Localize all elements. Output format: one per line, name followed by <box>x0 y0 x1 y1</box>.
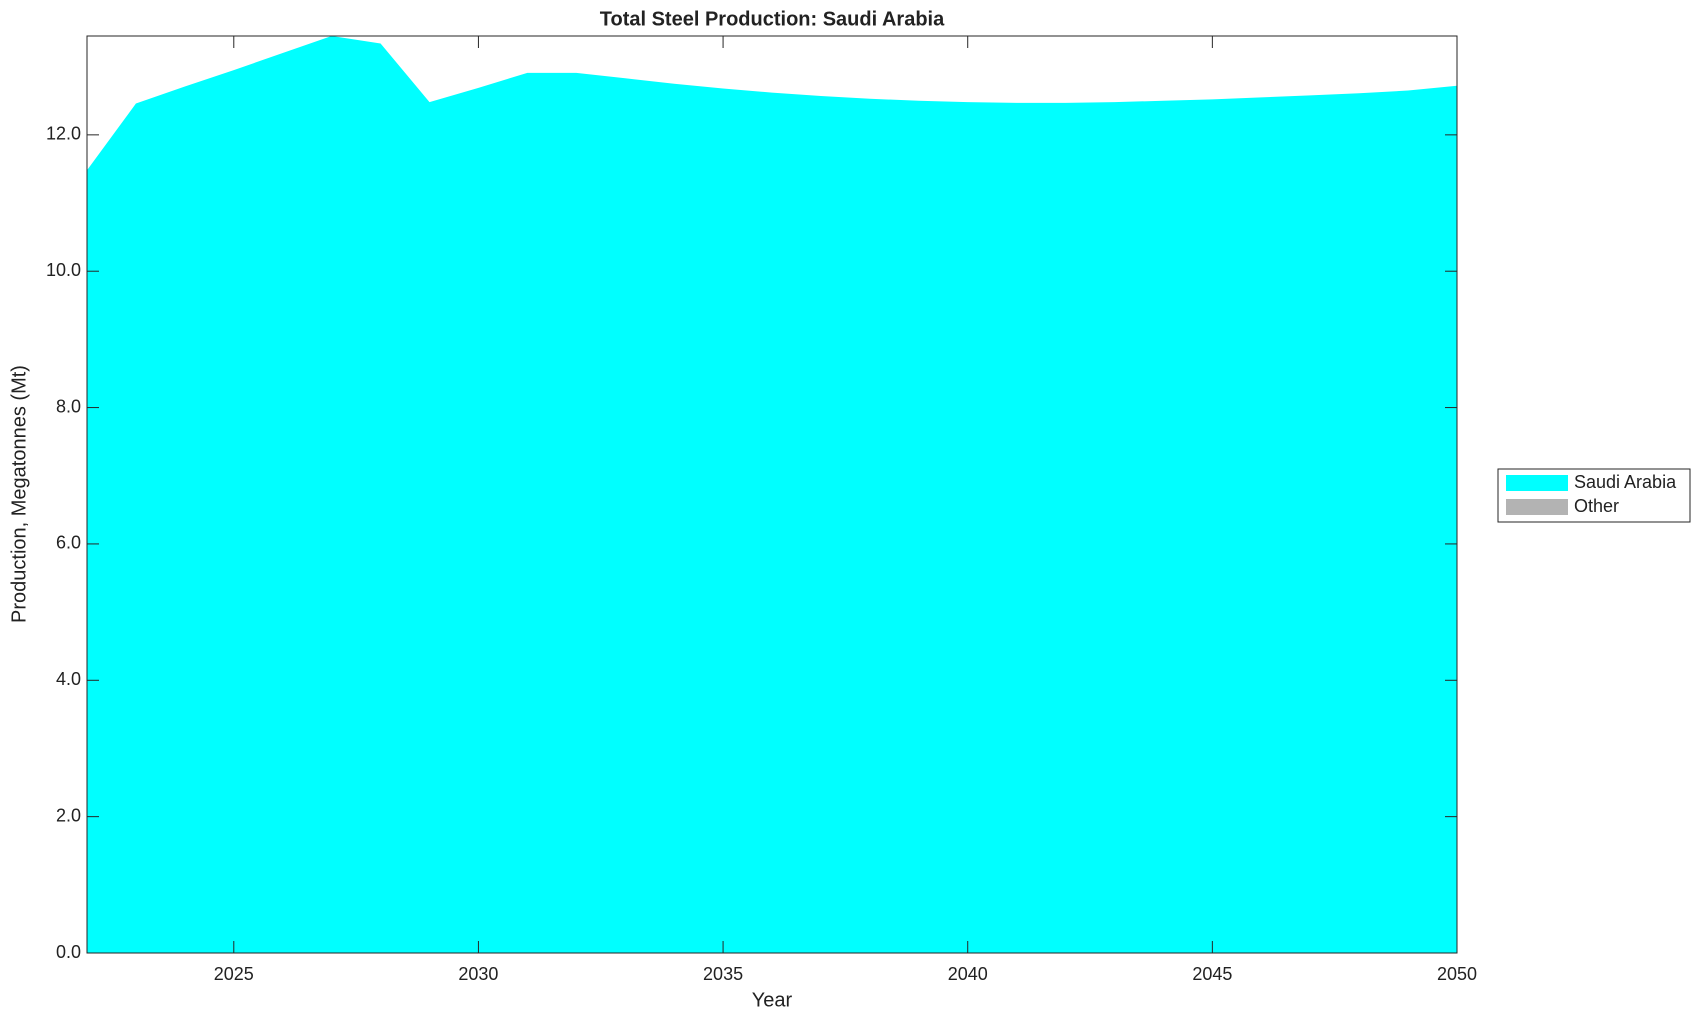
x-tick-label: 2040 <box>948 964 988 984</box>
legend-swatch <box>1506 499 1568 515</box>
x-tick-label: 2045 <box>1192 964 1232 984</box>
y-tick-label: 4.0 <box>56 669 81 689</box>
area <box>87 36 1457 953</box>
y-tick-label: 8.0 <box>56 396 81 416</box>
x-tick-label: 2030 <box>458 964 498 984</box>
x-axis-label: Year <box>752 989 793 1011</box>
y-tick-label: 10.0 <box>46 260 81 280</box>
y-tick-label: 2.0 <box>56 805 81 825</box>
x-tick-label: 2050 <box>1437 964 1477 984</box>
x-tick-label: 2025 <box>214 964 254 984</box>
y-axis-label: Production, Megatonnes (Mt) <box>8 365 30 623</box>
y-tick-label: 0.0 <box>56 942 81 962</box>
legend-swatch <box>1506 475 1568 491</box>
y-tick-label: 6.0 <box>56 533 81 553</box>
legend: Saudi Arabia Other <box>1497 468 1691 523</box>
y-tick-label: 12.0 <box>46 124 81 144</box>
chart-title: Total Steel Production: Saudi Arabia <box>600 8 945 30</box>
plot-frame <box>86 35 1458 954</box>
x-tick-label: 2035 <box>703 964 743 984</box>
legend-label: Other <box>1574 496 1619 516</box>
legend-label: Saudi Arabia <box>1574 472 1677 492</box>
